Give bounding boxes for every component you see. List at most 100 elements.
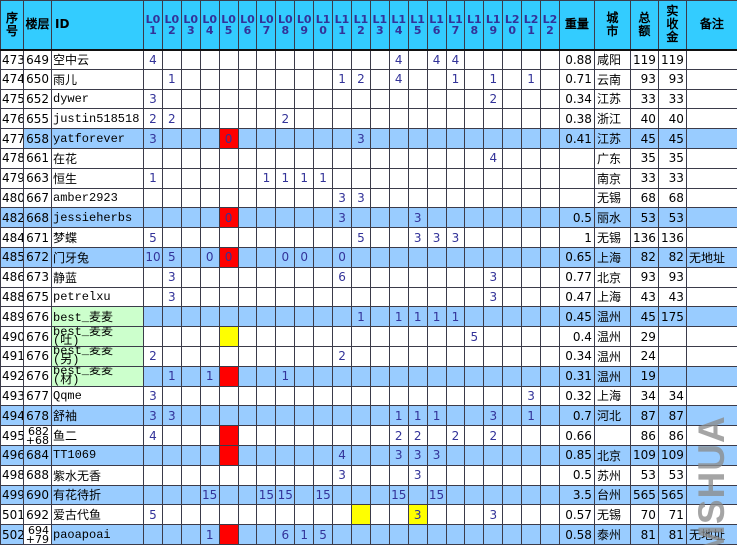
- cell-l11[interactable]: 3: [332, 464, 352, 486]
- cell-l08[interactable]: [275, 306, 296, 328]
- cell-l13[interactable]: [369, 88, 390, 110]
- cell-l16[interactable]: [426, 167, 447, 189]
- cell-seq[interactable]: 474: [0, 68, 24, 90]
- cell-l01[interactable]: 3: [143, 88, 163, 110]
- cell-l18[interactable]: 5: [464, 326, 485, 347]
- cell-l05[interactable]: [218, 365, 239, 387]
- cell-weight[interactable]: 0.57: [558, 504, 595, 526]
- cell-l08[interactable]: [275, 227, 296, 248]
- cell-l06[interactable]: [237, 405, 258, 427]
- cell-l10[interactable]: [313, 246, 334, 268]
- cell-note[interactable]: [685, 326, 737, 347]
- cell-city[interactable]: 丽水: [593, 207, 631, 229]
- cell-l20[interactable]: [502, 405, 523, 427]
- cell-l16[interactable]: 1: [426, 306, 447, 328]
- cell-l08[interactable]: [275, 187, 296, 209]
- cell-l05[interactable]: 0: [218, 207, 239, 229]
- cell-l12[interactable]: 5: [350, 227, 371, 248]
- cell-l09[interactable]: [294, 147, 315, 169]
- cell-l15[interactable]: [407, 484, 428, 506]
- cell-city[interactable]: 江苏: [593, 128, 631, 149]
- cell-l09[interactable]: [294, 286, 315, 308]
- cell-received[interactable]: 40: [657, 108, 687, 130]
- cell-city[interactable]: 南京: [593, 167, 631, 189]
- cell-note[interactable]: [685, 147, 737, 169]
- cell-l16[interactable]: 3: [426, 227, 447, 248]
- cell-received[interactable]: [657, 365, 687, 387]
- cell-total[interactable]: 33: [629, 88, 659, 110]
- cell-l18[interactable]: [464, 108, 485, 130]
- cell-l02[interactable]: [161, 326, 182, 347]
- cell-weight[interactable]: [558, 147, 595, 169]
- cell-l17[interactable]: [445, 167, 466, 189]
- cell-l17[interactable]: [445, 207, 466, 229]
- cell-l03[interactable]: [180, 524, 201, 545]
- cell-l05[interactable]: [218, 425, 239, 446]
- cell-floor[interactable]: 694 +79: [23, 524, 52, 545]
- cell-l10[interactable]: [313, 49, 334, 70]
- cell-city[interactable]: [593, 425, 631, 446]
- cell-l12[interactable]: [350, 49, 371, 70]
- header-l18[interactable]: L1 8: [464, 0, 485, 51]
- cell-l07[interactable]: 1: [256, 167, 277, 189]
- cell-l18[interactable]: [464, 49, 485, 70]
- cell-l19[interactable]: [483, 207, 504, 229]
- cell-l04[interactable]: [199, 425, 220, 446]
- cell-l20[interactable]: [502, 207, 523, 229]
- cell-l06[interactable]: [237, 187, 258, 209]
- cell-l22[interactable]: [540, 49, 560, 70]
- cell-l20[interactable]: [502, 68, 523, 90]
- cell-note[interactable]: [685, 167, 737, 189]
- cell-total[interactable]: 33: [629, 167, 659, 189]
- cell-l10[interactable]: 5: [313, 524, 334, 545]
- cell-l07[interactable]: [256, 49, 277, 70]
- cell-l15[interactable]: 3: [407, 464, 428, 486]
- cell-l22[interactable]: [540, 246, 560, 268]
- cell-l17[interactable]: [445, 504, 466, 526]
- cell-l04[interactable]: [199, 286, 220, 308]
- cell-l04[interactable]: [199, 504, 220, 526]
- cell-note[interactable]: [685, 88, 737, 110]
- cell-id[interactable]: Qqme: [51, 385, 144, 407]
- cell-received[interactable]: 93: [657, 68, 687, 90]
- cell-received[interactable]: 33: [657, 167, 687, 189]
- cell-l22[interactable]: [540, 444, 560, 466]
- cell-l01[interactable]: [143, 286, 163, 308]
- cell-l19[interactable]: [483, 227, 504, 248]
- header-l22[interactable]: L2 2: [540, 0, 560, 51]
- cell-l16[interactable]: [426, 207, 447, 229]
- cell-l03[interactable]: [180, 464, 201, 486]
- cell-l03[interactable]: [180, 484, 201, 506]
- cell-l21[interactable]: [521, 524, 542, 545]
- cell-l14[interactable]: 2: [388, 425, 409, 446]
- cell-l11[interactable]: [332, 425, 352, 446]
- cell-total[interactable]: 53: [629, 207, 659, 229]
- cell-l08[interactable]: [275, 128, 296, 149]
- cell-l06[interactable]: [237, 326, 258, 347]
- cell-l09[interactable]: [294, 444, 315, 466]
- cell-l11[interactable]: 0: [332, 246, 352, 268]
- header-l16[interactable]: L1 6: [426, 0, 447, 51]
- cell-l05[interactable]: [218, 88, 239, 110]
- cell-l18[interactable]: [464, 385, 485, 407]
- cell-l15[interactable]: 2: [407, 425, 428, 446]
- cell-city[interactable]: 温州: [593, 306, 631, 328]
- cell-l10[interactable]: [313, 425, 334, 446]
- cell-l22[interactable]: [540, 326, 560, 347]
- cell-l13[interactable]: [369, 365, 390, 387]
- cell-seq[interactable]: 484: [0, 227, 24, 248]
- cell-l07[interactable]: [256, 405, 277, 427]
- cell-l19[interactable]: [483, 128, 504, 149]
- cell-l04[interactable]: [199, 326, 220, 347]
- cell-l21[interactable]: [521, 49, 542, 70]
- cell-l06[interactable]: [237, 444, 258, 466]
- cell-l09[interactable]: [294, 504, 315, 526]
- header-l05[interactable]: L0 5: [218, 0, 239, 51]
- cell-l09[interactable]: [294, 88, 315, 110]
- cell-l01[interactable]: [143, 306, 163, 328]
- cell-l11[interactable]: [332, 524, 352, 545]
- cell-l21[interactable]: [521, 365, 542, 387]
- cell-weight[interactable]: 0.4: [558, 326, 595, 347]
- cell-seq[interactable]: 502: [0, 524, 24, 545]
- cell-note[interactable]: [685, 444, 737, 466]
